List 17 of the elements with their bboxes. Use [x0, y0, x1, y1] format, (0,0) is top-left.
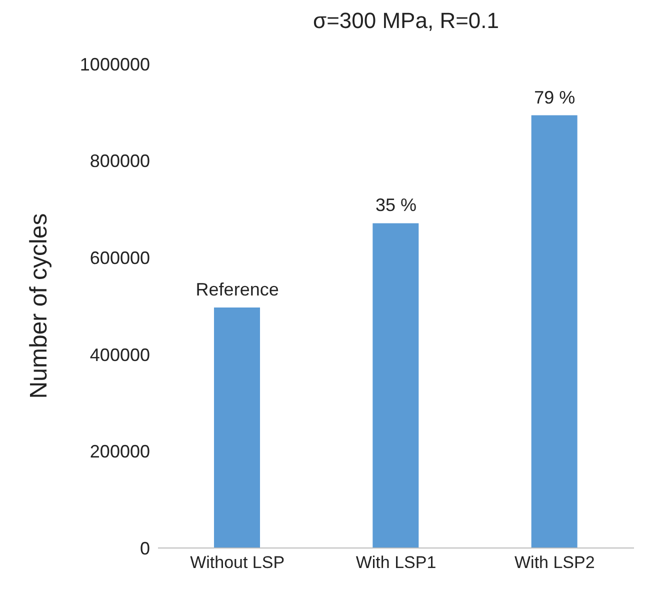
- annotation: 35 %: [375, 195, 417, 216]
- annotation: Reference: [196, 279, 279, 300]
- x-tick-label: Without LSP: [190, 553, 285, 572]
- y-tick-label: 1000000: [80, 54, 150, 74]
- y-tick-label: 0: [140, 538, 150, 558]
- chart-title: σ=300 MPa, R=0.1: [312, 8, 500, 34]
- x-tick-label: With LSP2: [514, 553, 595, 572]
- y-tick-label: 200000: [90, 442, 150, 462]
- y-axis-title: Number of cycles: [26, 213, 53, 399]
- annotation: 79 %: [534, 87, 576, 108]
- bar: [372, 223, 419, 548]
- bar: [214, 307, 260, 548]
- y-tick-label: 800000: [90, 151, 150, 172]
- x-tick-label: With LSP1: [356, 553, 436, 572]
- y-tick-label: 400000: [90, 344, 150, 365]
- y-tick-label: 600000: [90, 248, 150, 268]
- bar: [531, 115, 578, 548]
